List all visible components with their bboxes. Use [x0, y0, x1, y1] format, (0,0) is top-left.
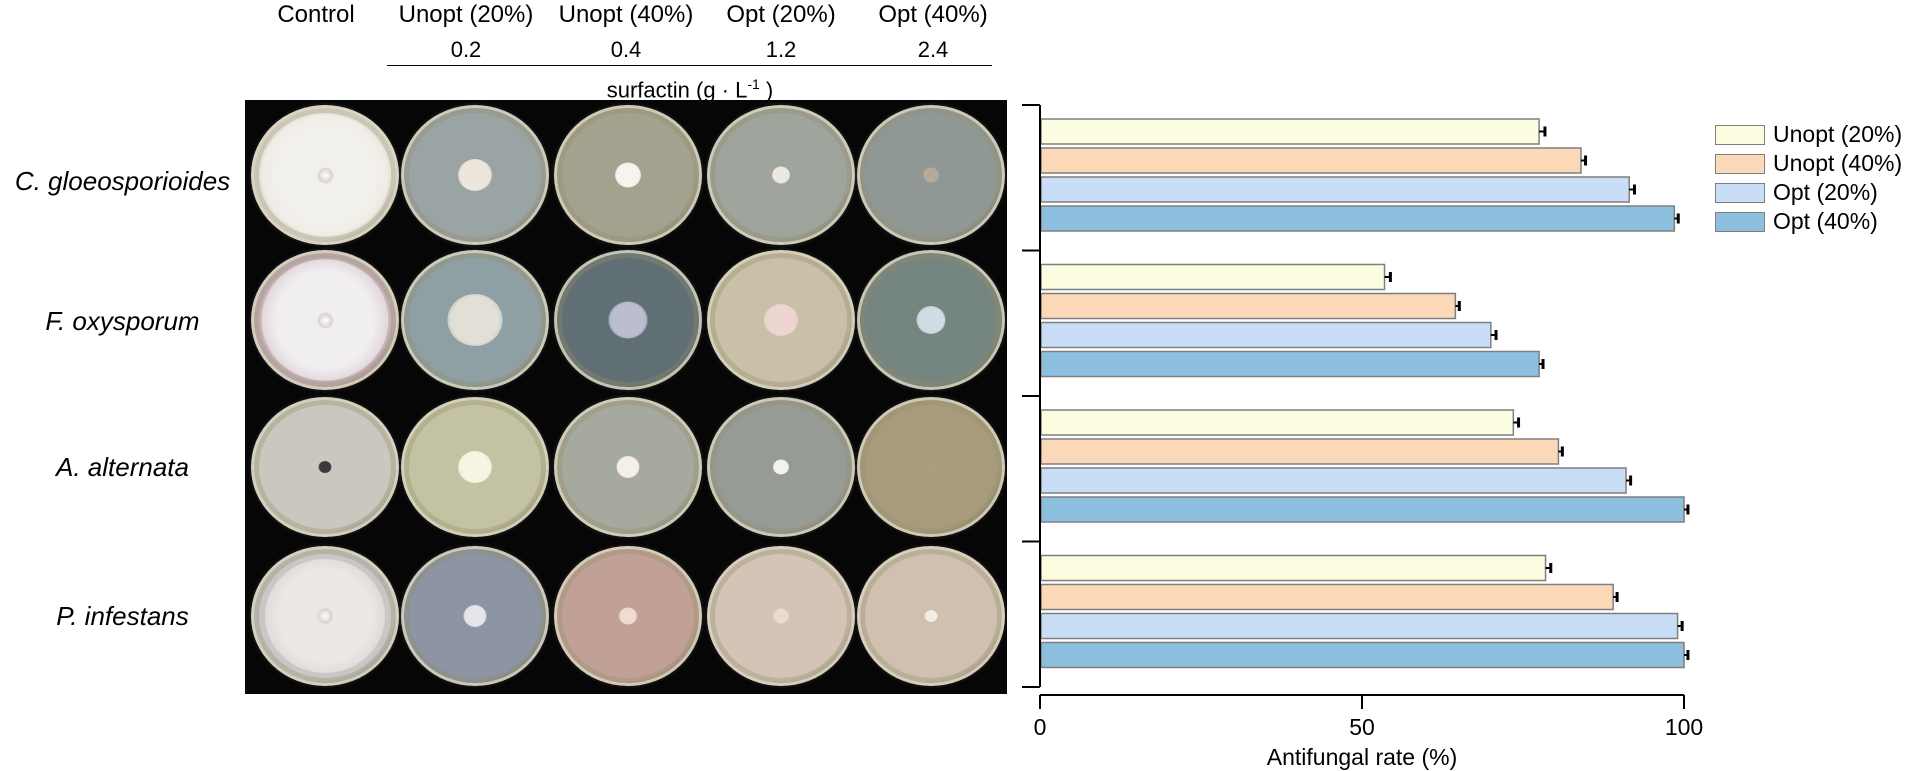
surfactin-caption: surfactin (g · L-1 )	[606, 76, 774, 103]
bar	[1040, 321, 1492, 349]
fungal-colony	[458, 159, 492, 191]
petri-dish	[707, 105, 855, 245]
legend-swatch	[1715, 125, 1765, 145]
bar	[1040, 205, 1676, 232]
fungal-colony	[458, 451, 492, 483]
petri-dish	[554, 397, 702, 537]
bar	[1040, 147, 1582, 174]
legend-label: Opt (20%)	[1773, 179, 1878, 205]
petri-dish	[251, 250, 399, 390]
legend-swatch	[1715, 154, 1765, 174]
bar	[1040, 438, 1560, 465]
petri-dish	[707, 250, 855, 390]
bar	[1040, 583, 1614, 611]
bar	[1040, 409, 1515, 436]
petri-dish	[707, 546, 855, 686]
row-label-a-alternata: A. alternata	[56, 452, 189, 482]
row-label-p-infestans: P. infestans	[56, 601, 189, 631]
bar	[1040, 612, 1679, 640]
conc-opt-40: 2.4	[917, 37, 949, 62]
fungal-colony	[764, 304, 798, 336]
legend-label: Opt (40%)	[1773, 208, 1878, 234]
x-axis-label: Antifungal rate (%)	[1267, 744, 1457, 770]
col-unopt-40: Unopt (40%)	[558, 1, 694, 28]
row-label-c-gloeosporioides: C. gloeosporioides	[14, 166, 231, 196]
bar	[1040, 641, 1685, 669]
conc-unopt-40: 0.4	[610, 37, 642, 62]
fungal-colony	[318, 461, 332, 473]
legend-swatch	[1715, 212, 1765, 232]
petri-dish	[401, 105, 549, 245]
petri-dish	[707, 397, 855, 537]
fungal-colony	[608, 301, 648, 339]
petri-dish	[857, 397, 1005, 537]
col-opt-20: Opt (20%)	[726, 1, 836, 28]
bar	[1040, 496, 1685, 523]
concentration-bracket-line	[387, 65, 992, 66]
fungal-colony	[463, 605, 487, 627]
col-unopt-20: Unopt (20%)	[398, 1, 534, 28]
x-tick-label: 100	[1665, 714, 1703, 740]
legend-swatch	[1715, 183, 1765, 203]
petri-dish	[251, 105, 399, 245]
fungal-colony	[619, 607, 637, 625]
col-control: Control	[277, 1, 355, 28]
conc-unopt-20: 0.2	[450, 37, 482, 62]
petri-dish	[857, 250, 1005, 390]
fungal-colony	[924, 610, 938, 622]
row-label-f-oxysporum: F. oxysporum	[45, 306, 200, 336]
petri-dish	[251, 546, 399, 686]
bar	[1040, 263, 1386, 291]
fungal-colony	[261, 114, 389, 236]
bar	[1040, 467, 1627, 494]
bar	[1040, 350, 1540, 378]
bar	[1040, 176, 1631, 203]
legend-label: Unopt (40%)	[1773, 150, 1903, 176]
fungal-colony	[616, 456, 640, 478]
fungal-colony	[265, 559, 385, 673]
antifungal-bar-chart: 0 50 100 Antifungal rate (%)	[1022, 104, 1703, 770]
conc-opt-20: 1.2	[765, 37, 797, 62]
petri-dish	[251, 397, 399, 537]
bar	[1040, 554, 1547, 582]
petri-dish	[554, 546, 702, 686]
bar	[1040, 118, 1540, 145]
fungal-colony	[261, 259, 389, 381]
fungal-colony	[916, 306, 946, 334]
fungal-colony	[615, 162, 641, 188]
col-opt-40: Opt (40%)	[878, 1, 988, 28]
petri-dish	[857, 105, 1005, 245]
petri-dish	[401, 546, 549, 686]
bar	[1040, 292, 1457, 320]
petri-dish	[554, 105, 702, 245]
fungal-colony	[923, 167, 939, 183]
petri-dish	[401, 397, 549, 537]
fungal-colony	[772, 166, 790, 184]
inoculation-point	[317, 312, 333, 328]
fungal-colony	[773, 459, 789, 475]
petri-dish	[857, 546, 1005, 686]
fungal-colony	[773, 608, 789, 624]
inoculation-point	[317, 167, 333, 183]
fungal-colony	[447, 294, 503, 346]
petri-dish	[554, 250, 702, 390]
petri-dish-photo-grid	[245, 100, 1007, 694]
inoculation-point	[317, 608, 333, 624]
petri-dish	[401, 250, 549, 390]
fungal-colony	[926, 462, 936, 472]
x-tick-label: 50	[1349, 714, 1375, 740]
x-tick-label: 0	[1034, 714, 1047, 740]
legend-label: Unopt (20%)	[1773, 121, 1903, 147]
